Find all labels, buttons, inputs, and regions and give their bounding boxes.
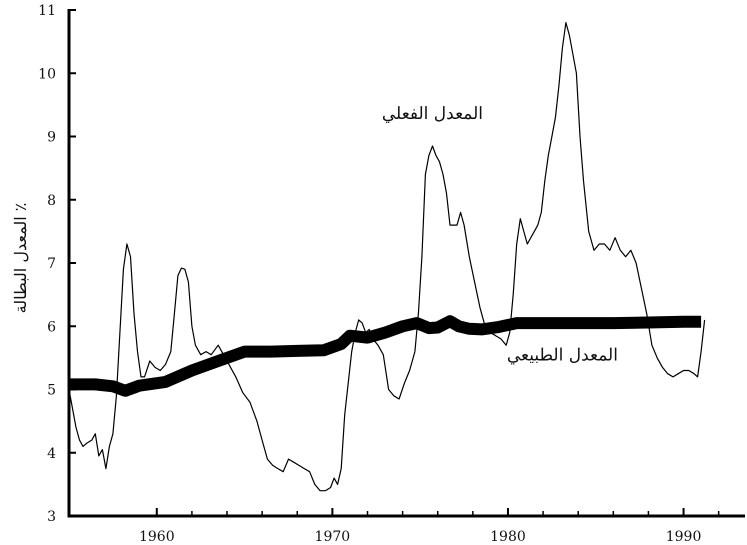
x-axis-ticks: 1960 1970 1980 1990: [139, 508, 720, 545]
plot-lines: [68, 22, 706, 492]
y-tick-label: 10: [38, 66, 56, 82]
y-tick-label: 6: [47, 319, 56, 335]
y-tick-label: 5: [47, 383, 56, 399]
natural-rate-line: [69, 315, 702, 397]
x-tick-label: 1970: [315, 529, 351, 545]
actual-rate-line: [68, 22, 706, 492]
x-tick-label: 1960: [139, 529, 175, 545]
y-tick-label: 4: [47, 446, 56, 462]
x-tick-label: 1990: [666, 529, 702, 545]
y-tick-label: 7: [47, 256, 56, 272]
y-axis-title: المعدل البطالة ٪: [11, 203, 30, 314]
y-axis-ticks: 3 4 5 6 7 8 9 10 11: [38, 3, 76, 525]
y-tick-label: 9: [47, 130, 56, 146]
x-tick-label: 1980: [490, 529, 526, 545]
y-tick-label: 3: [47, 509, 56, 525]
series-annotations: المعدل الفعلي المعدل الطبيعي: [382, 104, 618, 366]
series-annotation-label: المعدل الطبيعي: [507, 345, 618, 365]
series-annotation-label: المعدل الفعلي: [382, 104, 483, 124]
y-tick-label: 8: [47, 193, 56, 209]
y-tick-label: 11: [38, 3, 56, 19]
